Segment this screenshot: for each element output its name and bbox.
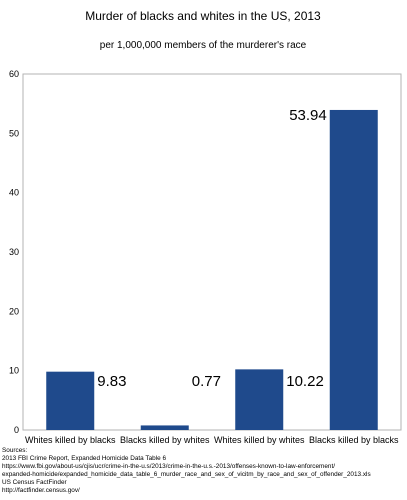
bar-chart: Murder of blacks and whites in the US, 2… [9, 9, 402, 445]
chart-marks: 0 10 20 30 40 50 60 9.83 Whites killed by blacks… [9, 69, 399, 445]
y-tick-label: 40 [9, 188, 19, 198]
category-label: Blacks killed by blacks [309, 435, 399, 445]
category-label: Blacks killed by whites [120, 435, 210, 445]
data-label: 0.77 [192, 373, 221, 390]
data-label: 9.83 [97, 373, 126, 390]
y-tick-label: 10 [9, 366, 19, 376]
sources-block: Sources: 2013 FBI Crime Report, Expanded… [2, 447, 406, 494]
bar [235, 369, 284, 430]
bar [46, 371, 95, 430]
data-label: 10.22 [286, 373, 324, 390]
source-line: http://factfinder.census.gov/ [2, 486, 80, 494]
chart-title: Murder of blacks and whites in the US, 2… [85, 9, 321, 23]
sources-heading: Sources: [2, 447, 28, 454]
y-tick-label: 0 [14, 425, 19, 435]
data-label: 53.94 [289, 107, 327, 124]
y-tick-label: 30 [9, 247, 19, 257]
source-line: 2013 FBI Crime Report, Expanded Homicide… [2, 454, 166, 462]
chart-subtitle: per 1,000,000 members of the murderer's … [100, 40, 307, 51]
source-line: https://www.fbi.gov/about-us/cjis/ucr/cr… [2, 462, 336, 470]
category-label: Whites killed by blacks [25, 435, 116, 445]
bar [140, 425, 189, 430]
category-label: Whites killed by whites [214, 435, 305, 445]
y-tick-label: 60 [9, 69, 19, 79]
y-tick-label: 50 [9, 128, 19, 138]
source-line: expanded-homicide/expanded_homicide_data… [2, 470, 371, 478]
bar [329, 109, 378, 431]
y-tick-label: 20 [9, 306, 19, 316]
plot-area-frame [22, 73, 402, 431]
source-line: US Census FactFinder [2, 478, 67, 486]
